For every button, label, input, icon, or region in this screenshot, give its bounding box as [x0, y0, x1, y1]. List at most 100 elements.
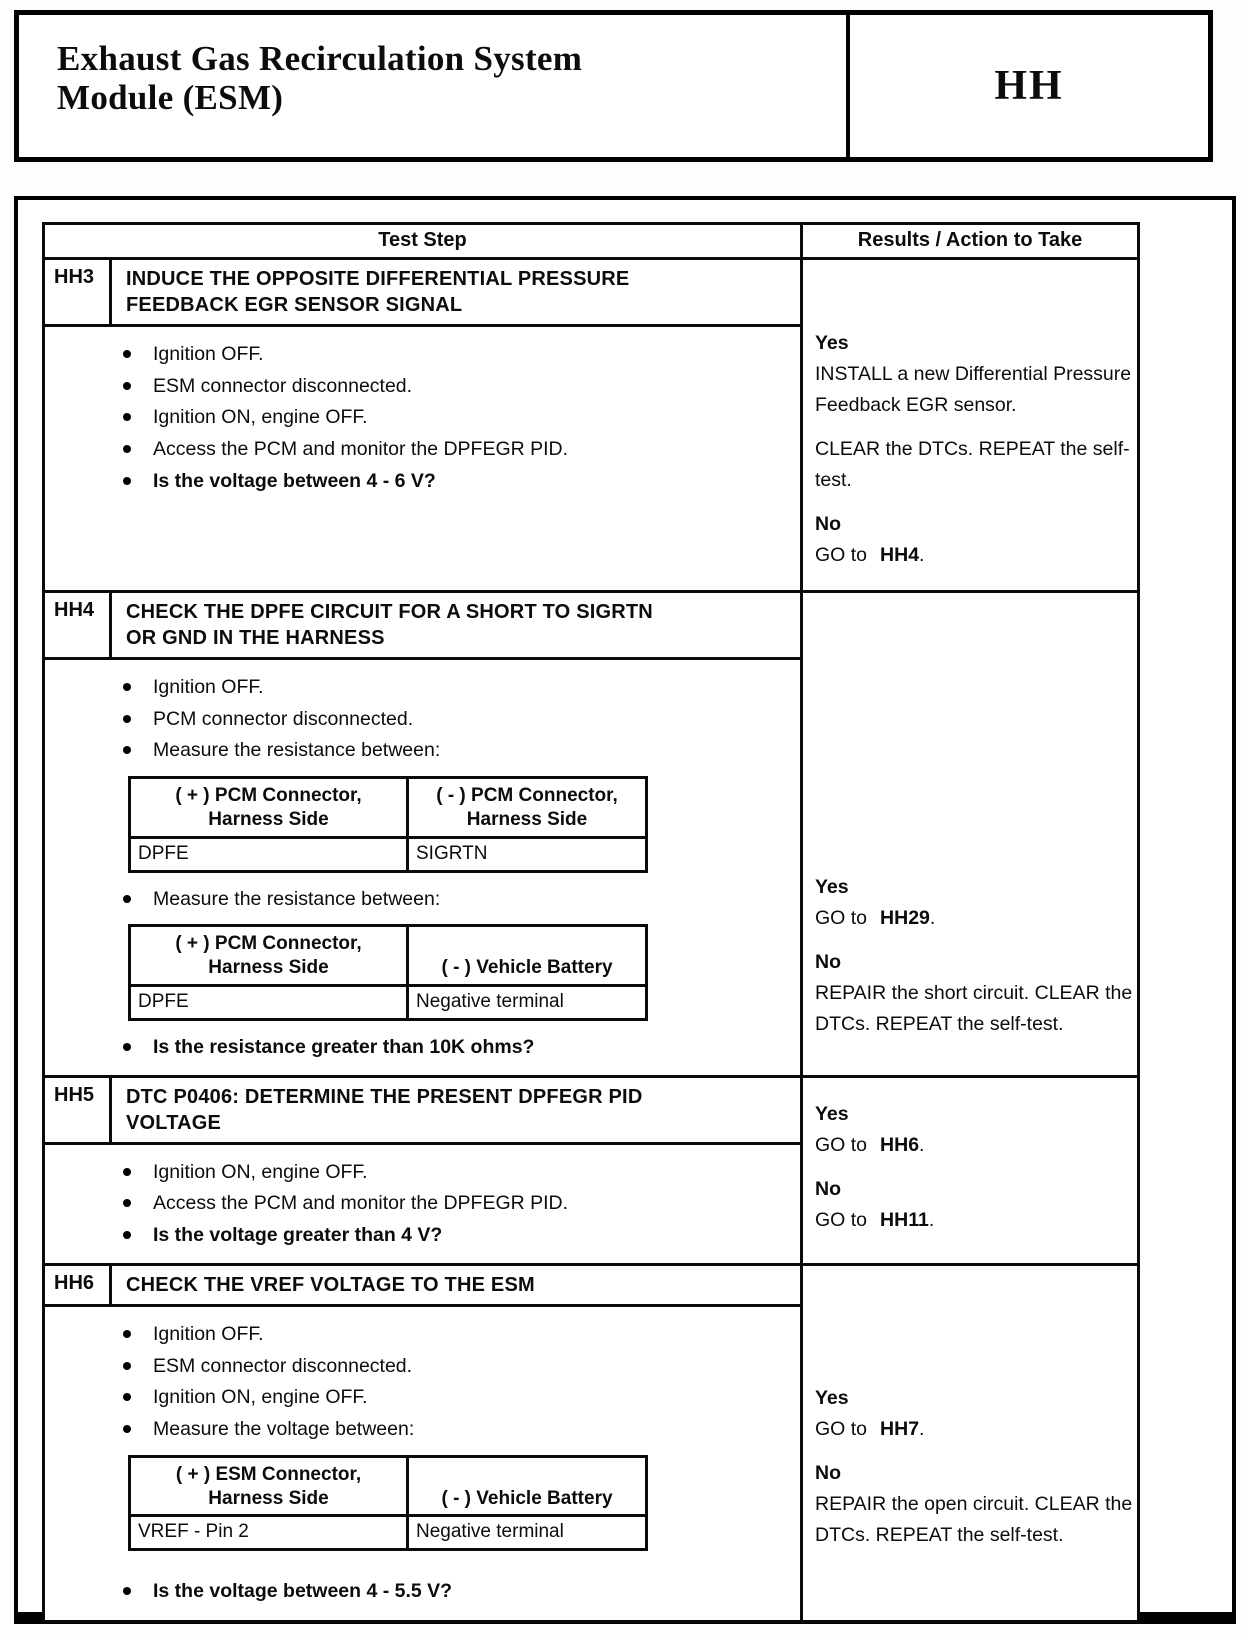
result-line: No [815, 509, 1133, 540]
row-steps: Ignition OFF. ESM connector disconnected.… [45, 327, 800, 590]
result-text: REPAIR the short circuit. CLEAR the DTCs… [815, 981, 1133, 1035]
result-line: GO to HH4. [815, 540, 1133, 571]
step-text: Is the voltage between 4 - 5.5 V? [153, 1580, 453, 1603]
result-line: CLEAR the DTCs. REPEAT the self-test. [815, 434, 1133, 496]
bullet-icon [123, 894, 131, 903]
step-bullet-item: Measure the resistance between: [123, 887, 800, 913]
step-bullet-item: Measure the resistance between: [123, 738, 800, 764]
result-block: Yes INSTALL a new Differential Pressure F… [815, 328, 1133, 421]
test-row-hh6: HH6 CHECK THE VREF VOLTAGE TO THE ESM Igni… [45, 1262, 1137, 1620]
result-text: INSTALL a new Differential Pressure Feed… [815, 363, 1132, 416]
result-text: HH11 [880, 1208, 929, 1231]
header-line: ( + ) PCM Connector, [175, 785, 362, 807]
measurement-table: ( + ) PCM Connector, Harness Side ( - ) Ve… [128, 924, 648, 1021]
step-bullet-item: Ignition ON, engine OFF. [123, 1160, 800, 1186]
step-text: Ignition ON, engine OFF. [153, 406, 368, 429]
step-text: Access the PCM and monitor the DPFEGR PI… [153, 438, 569, 461]
result-line: REPAIR the open circuit. CLEAR the DTCs.… [815, 1489, 1133, 1551]
result-text: GO to [815, 906, 868, 929]
measurement-table-header: ( + ) ESM Connector, Harness Side ( - ) Ve… [131, 1457, 645, 1518]
bullet-icon [123, 445, 131, 454]
result-line: No [815, 1174, 1133, 1205]
measurement-table-header-cell: ( - ) Vehicle Battery [409, 927, 645, 984]
measurement-table-header-cell: ( + ) PCM Connector, Harness Side [131, 927, 409, 984]
row-id-label: HH4 [45, 593, 112, 657]
step-text: Measure the resistance between: [153, 739, 441, 762]
measurement-table-cell: DPFE [131, 838, 409, 870]
result-text: CLEAR the DTCs. REPEAT the self-test. [815, 438, 1130, 491]
results-cell: Yes INSTALL a new Differential Pressure F… [803, 260, 1137, 590]
bullet-icon [123, 350, 131, 358]
header-line: ( - ) PCM Connector, [436, 785, 618, 807]
result-block: No GO to HH4. [815, 509, 1133, 571]
result-line: No [815, 947, 1133, 978]
step-bullet-item: Ignition ON, engine OFF. [123, 405, 800, 431]
result-line: Yes [815, 872, 1133, 903]
result-text: GO to [815, 1417, 868, 1440]
step-bullet-item: Is the resistance greater than 10K ohms? [123, 1035, 800, 1061]
measurement-table-cell: VREF - Pin 2 [131, 1517, 409, 1549]
header-line: ( - ) Vehicle Battery [441, 957, 613, 979]
result-line: No [815, 1458, 1133, 1489]
row-title: INDUCE THE OPPOSITE DIFFERENTIAL PRESSUR… [126, 268, 630, 316]
bullet-icon [123, 413, 131, 422]
step-text: ESM connector disconnected. [153, 374, 413, 397]
measurement-table: ( + ) ESM Connector, Harness Side ( - ) Ve… [128, 1454, 648, 1552]
step-text: Ignition OFF. [153, 1322, 264, 1345]
step-text: Measure the resistance between: [153, 887, 441, 910]
result-line: GO to HH11. [815, 1205, 1133, 1236]
bullet-icon [123, 714, 131, 723]
measurement-table-header-cell: ( + ) PCM Connector, Harness Side [131, 779, 409, 836]
step-bullet-item: Ignition OFF. [123, 675, 800, 701]
measurement-table-header: ( + ) PCM Connector, Harness Side( - ) PC… [131, 779, 645, 839]
document-header: Exhaust Gas Recirculation System Module … [14, 10, 1213, 162]
header-line: Harness Side [466, 808, 588, 830]
bullet-icon [123, 1425, 131, 1434]
result-text: . [928, 1208, 935, 1231]
step-bullet-item: ESM connector disconnected. [123, 374, 800, 400]
pinpoint-test-table: Test Step Results / Action to Take HH3 IN… [42, 222, 1140, 1623]
step-bullet-item: Ignition ON, engine OFF. [123, 1385, 800, 1411]
step-bullet-item: Is the voltage between 4 - 5.5 V? [123, 1579, 800, 1605]
result-text: No [815, 1177, 841, 1200]
header-line: ( + ) ESM Connector, [175, 1463, 362, 1485]
header-line: Harness Side [208, 1487, 329, 1509]
measurement-table-row: VREF - Pin 2 Negative terminal [131, 1517, 645, 1549]
step-text: Is the resistance greater than 10K ohms? [153, 1035, 535, 1058]
step-text: ESM connector disconnected. [153, 1354, 413, 1377]
row-title: CHECK THE VREF VOLTAGE TO THE ESM [126, 1273, 535, 1296]
step-text: Ignition ON, engine OFF. [153, 1386, 368, 1409]
header-line: ( - ) Vehicle Battery [441, 1487, 613, 1509]
step-text: Access the PCM and monitor the DPFEGR PI… [153, 1192, 569, 1215]
result-text: No [815, 950, 841, 973]
test-row-hh5: HH5 DTC P0406: DETERMINE THE PRESENT DPFE… [45, 1074, 1137, 1263]
row-title-bar: HH5 DTC P0406: DETERMINE THE PRESENT DPFE… [45, 1077, 800, 1145]
test-step-cell: HH6 CHECK THE VREF VOLTAGE TO THE ESM Igni… [45, 1265, 803, 1620]
header-line: Harness Side [208, 808, 329, 830]
step-text: Ignition ON, engine OFF. [153, 1160, 368, 1183]
step-bullet-item: Access the PCM and monitor the DPFEGR PI… [123, 1191, 800, 1217]
page-title: Exhaust Gas Recirculation System Module … [57, 39, 583, 118]
column-header-test-step: Test Step [45, 225, 803, 257]
test-row-hh3: HH3 INDUCE THE OPPOSITE DIFFERENTIAL PRES… [45, 260, 1137, 590]
step-bullet-item: Ignition OFF. [123, 1322, 800, 1348]
header-code-cell: HH [850, 15, 1208, 157]
result-line: REPAIR the short circuit. CLEAR the DTCs… [815, 978, 1133, 1040]
measurement-table-cell: DPFE [131, 986, 409, 1018]
result-line: Yes [815, 1099, 1133, 1130]
result-text: HH7 [880, 1417, 920, 1440]
content-frame: Test Step Results / Action to Take HH3 IN… [14, 196, 1236, 1624]
step-text: Ignition OFF. [153, 676, 264, 698]
row-steps: Ignition ON, engine OFF. Access the PCM a… [45, 1145, 800, 1263]
measurement-table-cell: Negative terminal [416, 1521, 564, 1543]
result-text: HH6 [880, 1133, 920, 1156]
row-id-label: HH6 [45, 1265, 112, 1304]
pinpoint-test-code: HH [994, 63, 1064, 109]
header-title-cell: Exhaust Gas Recirculation System Module … [19, 15, 850, 157]
step-bullet-item: Ignition OFF. [123, 342, 800, 368]
header-line: ( + ) PCM Connector, [175, 933, 362, 955]
result-text: HH4 [880, 544, 920, 566]
test-row-hh4: HH4 CHECK THE DPFE CIRCUIT FOR A SHORT TO… [45, 590, 1137, 1075]
measurement-table-row: DPFE SIGRTN [131, 838, 645, 870]
result-line: GO to HH7. [815, 1414, 1133, 1445]
